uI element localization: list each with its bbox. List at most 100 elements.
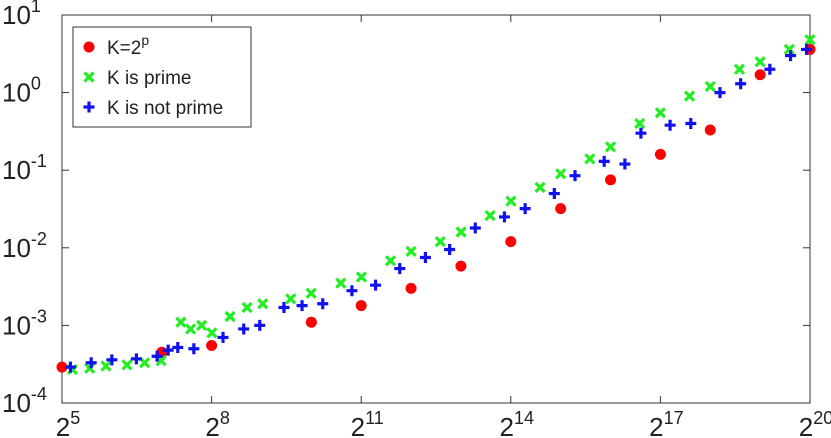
point [683,90,696,102]
point [505,195,517,207]
x-tick-label-base: 2 [649,412,663,438]
point [619,158,631,170]
x-tick-label-power: 5 [70,408,80,428]
y-tick-label-base: 10 [2,310,31,340]
legend-label-text: K is prime [107,68,191,89]
point [355,300,367,312]
point [519,203,531,215]
point [56,361,68,373]
point [685,117,697,129]
y-tick-label-power: -1 [31,151,47,171]
y-tick-label: 10-4 [2,384,47,418]
point [162,344,174,356]
point [654,148,666,160]
legend-marker [83,101,95,113]
point [534,181,546,194]
point [188,343,200,355]
legend-marker [83,71,95,83]
x-tick-label: 217 [649,408,684,438]
point [605,174,617,186]
y-tick-label-power: 0 [31,74,41,94]
point [241,301,253,314]
point [130,353,142,365]
point [704,80,716,93]
y-tick-label-power: -4 [31,384,47,404]
point [184,323,197,335]
point [444,244,456,256]
y-tick-label: 100 [2,74,41,108]
point [714,87,726,99]
x-tick-label: 211 [351,408,384,438]
x-tick-label-base: 2 [799,412,813,438]
point [121,359,133,371]
x-tick-label-power: 20 [813,408,831,428]
y-tick-label-base: 10 [2,155,31,185]
y-tick-label: 101 [2,0,41,30]
point [257,298,269,310]
point [175,316,187,328]
point [317,298,329,310]
x-tick-label-base: 2 [56,412,70,438]
x-tick-label-power: 14 [514,408,534,428]
legend-marker [83,41,95,53]
point [733,63,746,75]
y-tick-label: 10-2 [2,229,47,263]
legend-label-power: p [141,32,149,48]
point [64,361,76,373]
x-tick-label-power: 8 [220,408,230,428]
y-tick-label-power: -3 [31,306,47,326]
point [238,323,250,335]
point [434,236,446,248]
x-tick-label-base: 2 [205,412,219,438]
point [469,222,481,234]
y-tick-label: 10-1 [2,151,47,185]
legend-label: K is not prime [107,98,223,119]
point [285,293,297,305]
point [548,188,560,200]
x-tick-label: 28 [205,408,229,438]
point [346,285,358,297]
point [654,107,667,119]
point [217,331,229,343]
point [419,251,431,263]
point [296,300,308,312]
point [555,203,567,215]
y-tick-label-base: 10 [2,233,31,263]
legend-label: K is prime [107,68,191,89]
point [754,56,766,68]
point [278,302,290,314]
point [405,282,417,294]
point [206,327,218,339]
point [455,260,467,272]
point [484,209,496,222]
point [172,341,184,353]
point [783,43,795,56]
point [634,117,646,130]
legend-label-text: K is not prime [107,98,223,119]
point [85,357,97,369]
point [355,271,368,283]
point [384,255,397,267]
point [455,226,467,238]
legend-label-text: K=2 [107,38,141,59]
point [335,277,347,289]
x-tick-label-power: 11 [365,408,384,428]
y-tick-label: 10-3 [2,306,47,340]
point [598,155,610,167]
point [664,119,676,131]
x-tick-label-power: 17 [664,408,684,428]
point [224,310,236,323]
point [785,50,797,62]
y-tick-label-base: 10 [2,0,31,30]
point [569,170,581,182]
x-tick-label: 214 [500,408,535,438]
y-tick-label-base: 10 [2,78,31,108]
point [804,34,816,46]
y-tick-label-power: -2 [31,229,47,249]
point [305,316,317,328]
point [405,245,417,257]
point [801,43,813,55]
point [151,350,163,362]
point [106,354,118,366]
